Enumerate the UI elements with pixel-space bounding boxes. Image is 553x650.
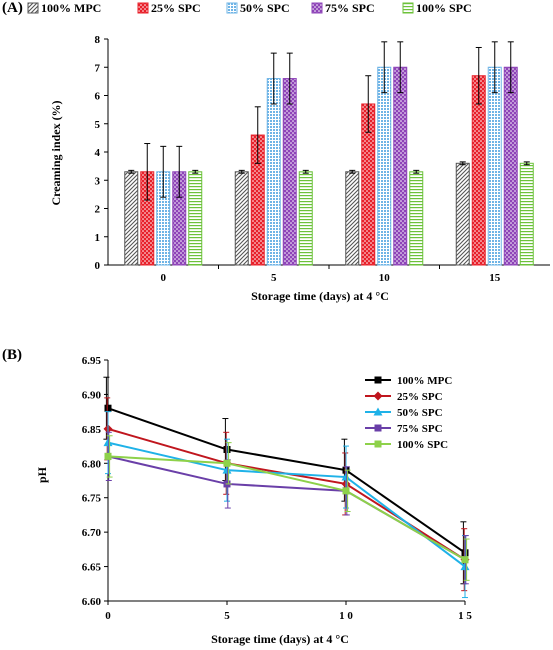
x-tick-label-b: 5 xyxy=(224,610,230,622)
y-tick-label-b: 6.90 xyxy=(82,389,102,401)
x-tick-label-a: 15 xyxy=(489,272,501,284)
y-tick-label-b: 6.80 xyxy=(82,458,102,470)
legend-swatch-a xyxy=(311,2,323,14)
y-tick-label-a: 0 xyxy=(95,260,101,272)
legend-label-b: 50% SPC xyxy=(397,407,443,419)
point-100-spc xyxy=(104,452,112,460)
legend-swatch-a xyxy=(226,2,238,14)
y-tick-label-a: 7 xyxy=(95,62,101,74)
point-100-spc xyxy=(461,556,469,564)
y-tick-label-b: 6.60 xyxy=(82,596,102,608)
bar-50-spc xyxy=(266,78,281,266)
x-tick-label-a: 5 xyxy=(271,272,277,284)
x-tick-label-b: 1 0 xyxy=(339,610,353,622)
point-50-spc xyxy=(341,472,351,481)
point-50-spc xyxy=(103,438,113,447)
y-tick-label-b: 6.70 xyxy=(82,527,102,539)
x-axis-label-a: Storage time (days) at 4 °C xyxy=(251,289,389,303)
legend-label-b: 100% SPC xyxy=(397,439,448,451)
legend-label-b: 100% MPC xyxy=(397,375,452,387)
point-50-spc xyxy=(222,465,232,474)
series-line-50-spc xyxy=(107,441,466,568)
bar-100-mpc xyxy=(124,171,139,266)
bar-100-spc xyxy=(519,162,534,266)
panel-a-label: (A) xyxy=(2,0,23,16)
legend-b: 100% MPC 25% SPC 50% SPC 75% SPC 100% SPC xyxy=(365,375,452,451)
panel-b-label: (B) xyxy=(2,347,22,363)
y-tick-label-a: 6 xyxy=(95,91,101,103)
y-tick-label-b: 6.65 xyxy=(82,562,102,574)
series-line-100-spc xyxy=(107,455,466,561)
x-tick-label-b: 0 xyxy=(105,610,111,622)
legend-label-b: 25% SPC xyxy=(397,391,443,403)
point-50-spc xyxy=(460,562,470,571)
bar-100-spc xyxy=(409,171,424,266)
point-100-mpc xyxy=(104,404,112,412)
legend-label-a: 50% SPC xyxy=(240,1,290,15)
legend-marker-b xyxy=(374,376,382,384)
bar-75-spc xyxy=(393,66,408,266)
legend-label-b: 75% SPC xyxy=(397,423,443,435)
legend-swatch-a xyxy=(27,2,39,14)
legend-marker-b xyxy=(374,424,382,432)
plot-b: 6.60 6.65 6.70 6.75 6.80 6.85 6.90 6.95 0 5 1 0 1 5 xyxy=(82,355,473,622)
y-tick-label-a: 3 xyxy=(95,175,101,187)
legend-a: 100% MPC 25% SPC 50% SPC 75% SPC 100% SPC xyxy=(27,1,472,15)
legend-marker-b xyxy=(373,407,383,416)
legend-label-a: 25% SPC xyxy=(151,1,201,15)
series-line-100-mpc xyxy=(107,407,466,554)
x-tick-label-b: 1 5 xyxy=(458,610,472,622)
point-100-spc xyxy=(342,487,350,495)
y-axis-label-b: pH xyxy=(35,466,49,483)
legend-swatch-a xyxy=(137,2,149,14)
bar-50-spc xyxy=(377,66,392,266)
bar-100-spc xyxy=(298,171,313,266)
point-100-spc xyxy=(223,459,231,467)
legend-marker-b xyxy=(373,391,383,401)
legend-swatch-a xyxy=(402,2,414,14)
bar-75-spc xyxy=(503,66,518,266)
plot-a: 0 1 2 3 4 5 6 7 8 0 5 10 15 xyxy=(95,34,550,284)
x-tick-label-a: 10 xyxy=(379,272,391,284)
bar-75-spc xyxy=(282,78,297,266)
bar-100-spc xyxy=(188,171,203,266)
bar-100-mpc xyxy=(455,162,470,266)
y-tick-label-b: 6.75 xyxy=(82,493,102,505)
y-tick-label-a: 4 xyxy=(95,147,101,159)
legend-label-a: 75% SPC xyxy=(325,1,375,15)
bar-100-mpc xyxy=(345,171,360,266)
y-tick-label-b: 6.85 xyxy=(82,424,102,436)
legend-label-a: 100% MPC xyxy=(41,1,101,15)
y-axis-label-a: Creaming index (%) xyxy=(49,100,63,205)
legend-label-a: 100% SPC xyxy=(416,1,472,15)
y-tick-label-b: 6.95 xyxy=(82,355,102,367)
x-axis-label-b: Storage time (days) at 4 °C xyxy=(211,632,349,646)
y-tick-label-a: 5 xyxy=(95,119,101,131)
x-tick-label-a: 0 xyxy=(161,272,167,284)
y-tick-label-a: 2 xyxy=(95,204,101,216)
y-tick-label-a: 8 xyxy=(95,34,101,46)
y-tick-label-a: 1 xyxy=(95,232,101,244)
legend-marker-b xyxy=(374,440,382,448)
bar-50-spc xyxy=(487,66,502,266)
bar-100-mpc xyxy=(234,171,249,266)
series-line-75-spc xyxy=(107,455,466,561)
